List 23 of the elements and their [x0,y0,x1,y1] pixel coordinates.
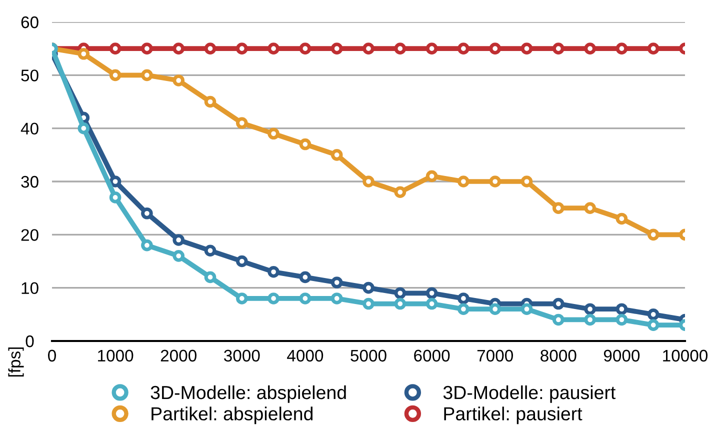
legend-label: 3D-Modelle: abspielend [150,385,346,403]
y-tick-label: 40 [20,122,38,135]
x-tick-label: 4000 [287,350,324,362]
legend-label: Partikel: abspielend [152,406,313,424]
x-tick-label: 5000 [350,350,386,362]
y-tick-label: 30 [21,176,38,188]
x-tick-label: 1000 [98,350,134,362]
x-tick-label: 2000 [160,350,196,362]
y-tick-label: 0 [26,335,34,348]
y-tick-label: 50 [21,70,38,82]
y-tick-label: 60 [21,16,38,28]
y-tick-label: 10 [22,282,38,294]
x-tick-label: 3000 [224,350,260,362]
legend-label: Partikel: pausiert [444,406,582,424]
legend-label: 3D-Modelle: pausiert [443,385,616,403]
y-axis-title: [fps] [8,347,24,377]
x-tick-label: 7000 [477,350,513,362]
x-tick-label: 9000 [604,350,640,362]
y-tick-label: 20 [21,229,38,241]
x-tick-label: 10000 [663,350,708,362]
x-tick-label: 8000 [540,350,576,362]
x-tick-label: 0 [48,350,56,362]
x-tick-label: 6000 [414,350,450,362]
